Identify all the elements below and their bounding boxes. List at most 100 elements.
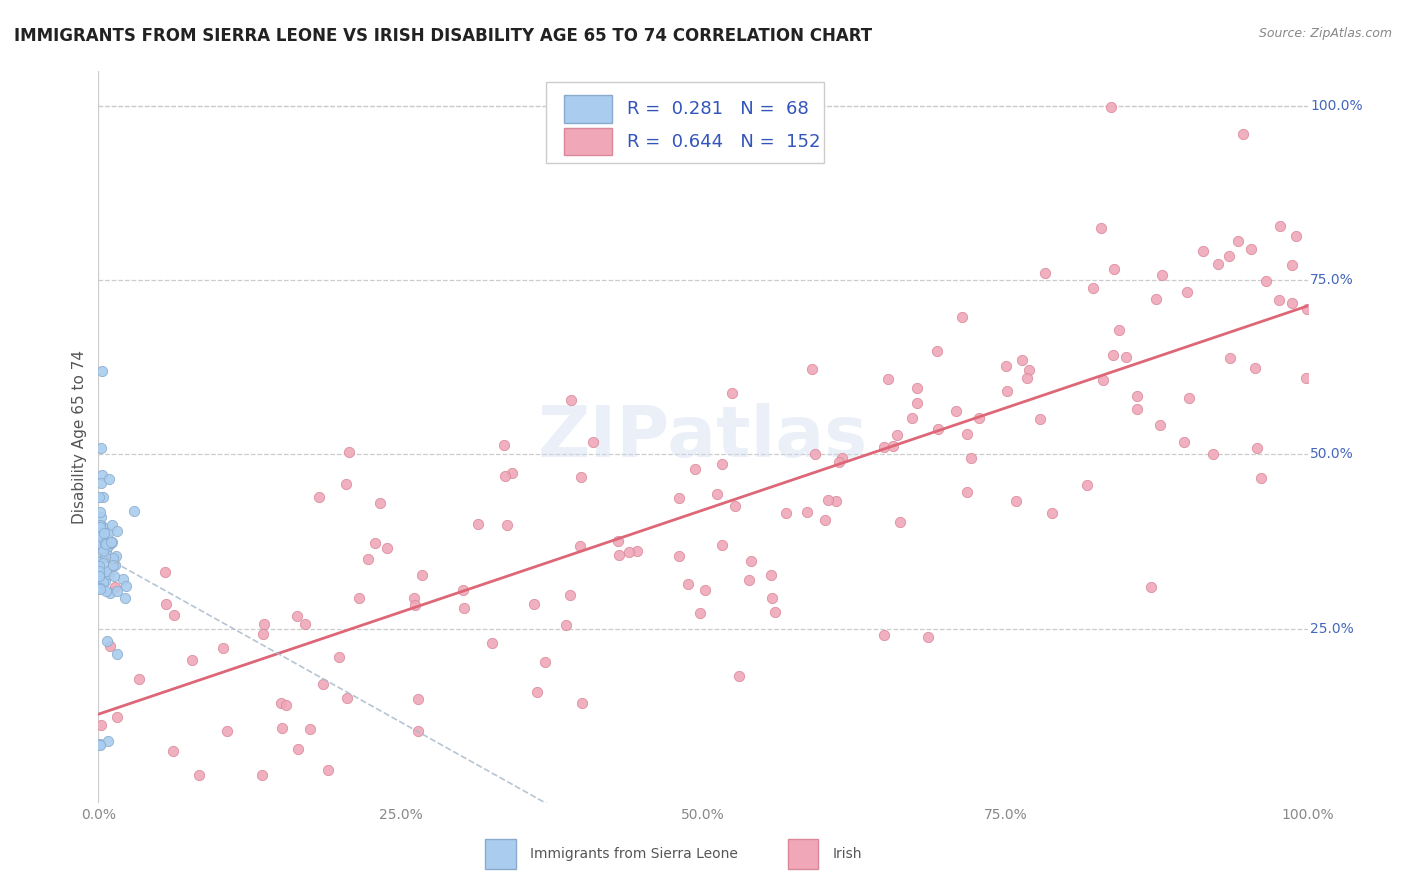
Point <box>328 649 350 664</box>
Point <box>105 549 128 563</box>
Point <box>89 520 111 534</box>
Point <box>89 555 111 569</box>
Point <box>1267 293 1289 307</box>
Point <box>481 635 503 649</box>
Point <box>155 598 177 612</box>
Point <box>1035 267 1057 281</box>
Point <box>94 537 117 551</box>
Point <box>100 534 122 549</box>
Point <box>180 653 202 667</box>
Point <box>1076 478 1098 492</box>
Point <box>1177 391 1199 405</box>
Point <box>945 404 967 418</box>
Point <box>1206 257 1229 271</box>
Point <box>316 763 339 777</box>
Point <box>276 698 298 712</box>
Point <box>98 472 121 486</box>
Point <box>1175 285 1198 299</box>
Text: Source: ZipAtlas.com: Source: ZipAtlas.com <box>1258 27 1392 40</box>
Point <box>357 551 380 566</box>
FancyBboxPatch shape <box>485 839 516 869</box>
Point <box>101 535 124 549</box>
Point <box>87 490 110 504</box>
Point <box>796 505 818 519</box>
Point <box>252 627 274 641</box>
Point <box>1099 100 1122 114</box>
Point <box>87 559 110 574</box>
Point <box>453 583 475 598</box>
Point <box>349 591 371 606</box>
Point <box>1268 219 1291 233</box>
Point <box>763 605 786 619</box>
Point <box>668 491 690 505</box>
Point <box>103 569 125 583</box>
Text: Irish: Irish <box>832 847 862 861</box>
Point <box>950 310 973 325</box>
Point <box>925 344 948 359</box>
Point <box>406 691 429 706</box>
Point <box>97 525 120 540</box>
Point <box>90 476 112 491</box>
Text: R =  0.644   N =  152: R = 0.644 N = 152 <box>627 133 820 151</box>
Point <box>215 723 238 738</box>
Point <box>94 574 117 589</box>
Point <box>995 384 1018 398</box>
Point <box>1018 363 1040 377</box>
Point <box>1285 228 1308 243</box>
Point <box>94 530 117 544</box>
Point <box>299 722 322 736</box>
Point <box>1250 471 1272 485</box>
Point <box>98 585 121 599</box>
Point <box>1017 371 1039 385</box>
Text: R =  0.281   N =  68: R = 0.281 N = 68 <box>627 100 808 118</box>
Point <box>568 539 591 553</box>
Point <box>90 549 112 564</box>
Point <box>94 550 117 565</box>
Point <box>212 641 235 656</box>
Point <box>1108 323 1130 337</box>
Point <box>882 439 904 453</box>
Point <box>270 696 292 710</box>
Point <box>93 526 115 541</box>
Point <box>1115 350 1137 364</box>
Point <box>619 545 641 559</box>
Point <box>104 558 127 573</box>
Point <box>89 529 111 543</box>
Point <box>1126 402 1149 417</box>
Point <box>105 584 128 599</box>
Point <box>336 691 359 706</box>
Point <box>89 738 111 752</box>
Point <box>813 513 835 527</box>
Point <box>1256 274 1278 288</box>
Point <box>759 567 782 582</box>
Point <box>98 567 121 582</box>
Point <box>90 718 112 732</box>
Text: IMMIGRANTS FROM SIERRA LEONE VS IRISH DISABILITY AGE 65 TO 74 CORRELATION CHART: IMMIGRANTS FROM SIERRA LEONE VS IRISH DI… <box>14 27 872 45</box>
Point <box>534 655 557 669</box>
Y-axis label: Disability Age 65 to 74: Disability Age 65 to 74 <box>72 350 87 524</box>
Point <box>817 492 839 507</box>
Point <box>761 591 783 605</box>
Point <box>775 507 797 521</box>
Point <box>495 518 517 533</box>
Point <box>668 549 690 563</box>
Point <box>105 524 128 538</box>
FancyBboxPatch shape <box>546 82 824 163</box>
Point <box>308 490 330 504</box>
Point <box>335 477 357 491</box>
Point <box>1081 281 1104 295</box>
Point <box>1144 292 1167 306</box>
Point <box>97 734 120 748</box>
Point <box>89 518 111 533</box>
Point <box>558 589 581 603</box>
Point <box>501 466 523 480</box>
Point <box>162 744 184 758</box>
Point <box>112 572 135 586</box>
Point <box>1126 389 1149 403</box>
Point <box>91 556 114 570</box>
FancyBboxPatch shape <box>564 128 613 155</box>
Point <box>526 684 548 698</box>
Point <box>122 504 145 518</box>
Point <box>89 737 111 751</box>
Point <box>250 768 273 782</box>
